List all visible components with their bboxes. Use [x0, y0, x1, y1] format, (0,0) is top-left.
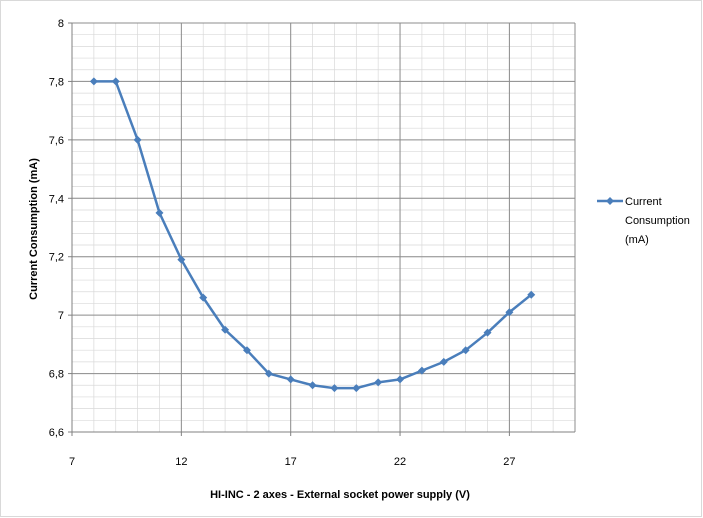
grid [71, 22, 576, 433]
y-tick-label: 7,8 [49, 76, 64, 88]
data-point-marker [199, 293, 208, 302]
data-point-marker [308, 381, 317, 390]
x-tick-label: 22 [394, 456, 406, 468]
data-point-marker [133, 135, 142, 144]
y-tick-label: 7,4 [49, 193, 64, 205]
y-tick-label: 7,6 [49, 135, 64, 147]
y-tick-label: 8 [58, 18, 64, 30]
data-point-marker [483, 328, 492, 337]
data-point-marker [111, 77, 120, 86]
x-tick-label: 12 [175, 456, 187, 468]
x-axis-title: HI-INC - 2 axes - External socket power … [210, 489, 470, 501]
data-point-marker [439, 357, 448, 366]
data-point-marker [286, 375, 295, 384]
series-layer [89, 77, 536, 393]
data-point-marker [242, 346, 251, 355]
x-tick-label: 17 [285, 456, 297, 468]
y-tick-label: 7,2 [49, 252, 64, 264]
data-point-marker [330, 384, 339, 393]
x-tick-label: 7 [69, 456, 75, 468]
data-point-marker [461, 346, 470, 355]
x-tick-label: 27 [503, 456, 515, 468]
data-point-marker [221, 325, 230, 334]
data-point-marker [264, 369, 273, 378]
legend-marker [606, 197, 614, 205]
data-point-marker [374, 378, 383, 387]
data-point-marker [352, 384, 361, 393]
axes [68, 22, 575, 436]
data-point-marker [417, 366, 426, 375]
data-point-marker [89, 77, 98, 86]
y-tick-label: 7 [58, 310, 64, 322]
legend: Current Consumption (mA) [597, 196, 690, 246]
legend-label: Current Consumption (mA) [625, 196, 690, 246]
y-tick-labels: 6,6 6,8 7 7,2 7,4 7,6 7,8 8 [49, 18, 64, 439]
y-axis-title: Current Consumption (mA) [28, 158, 40, 300]
data-point-marker [527, 290, 536, 299]
data-point-marker [505, 308, 514, 317]
y-tick-label: 6,6 [49, 427, 64, 439]
y-tick-label: 6,8 [49, 369, 64, 381]
x-tick-labels: 7 12 17 22 27 [69, 456, 516, 468]
data-point-marker [396, 375, 405, 384]
data-point-marker [177, 255, 186, 264]
data-point-marker [155, 208, 164, 217]
